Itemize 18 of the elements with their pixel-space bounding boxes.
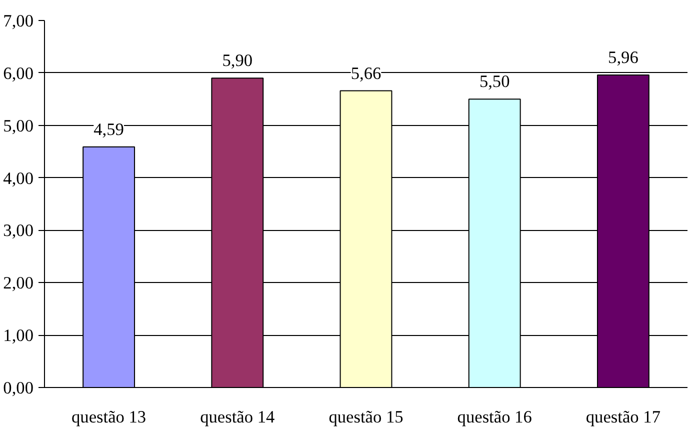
data-label: 5,50 <box>479 72 510 92</box>
x-tick-label: questão 15 <box>328 408 404 426</box>
y-tick-label: 5,00 <box>3 116 34 136</box>
y-tick-label: 0,00 <box>3 378 34 398</box>
data-label: 4,59 <box>94 120 124 139</box>
x-tick-label: questão 13 <box>72 408 146 426</box>
x-tick-label: questão 16 <box>457 408 532 426</box>
x-tick-label: questão 17 <box>586 408 661 426</box>
y-tick-label: 6,00 <box>3 64 34 83</box>
data-label: 5,66 <box>350 64 382 83</box>
data-label: 5,90 <box>222 51 253 70</box>
y-tick-label: 2,00 <box>3 274 34 293</box>
y-tick-label: 3,00 <box>3 221 34 240</box>
y-tick-label: 1,00 <box>3 326 34 346</box>
y-tick-label: 4,00 <box>3 168 34 188</box>
y-tick-label: 7,00 <box>3 12 34 30</box>
x-tick-label: questão 14 <box>200 408 276 426</box>
data-label: 5,96 <box>608 48 639 68</box>
